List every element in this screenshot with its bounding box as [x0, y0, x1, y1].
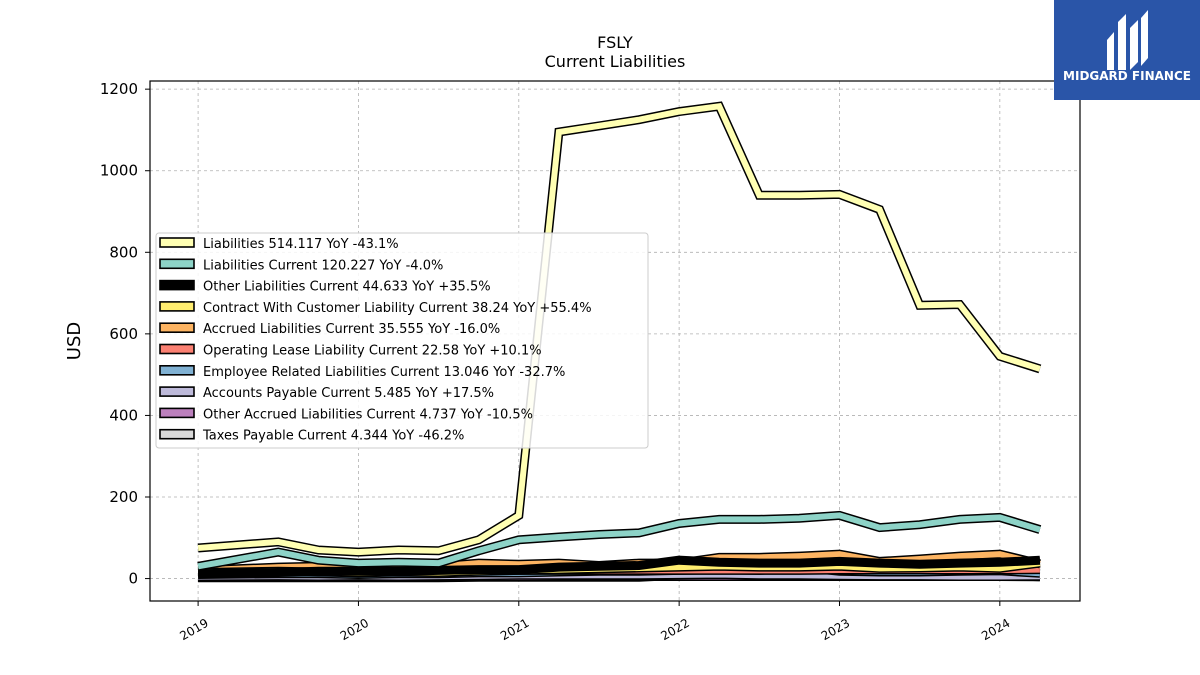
- legend-swatch: [159, 237, 195, 248]
- logo-mark-icon: [1107, 10, 1148, 70]
- legend-label: Operating Lease Liability Current 22.58 …: [203, 344, 542, 359]
- y-tick-label: 0: [128, 570, 138, 588]
- legend-swatch: [159, 258, 195, 270]
- plot-frame: [149, 80, 1081, 602]
- legend-swatch: [159, 343, 195, 355]
- legend-swatch: [159, 428, 195, 440]
- legend-swatch: [159, 301, 195, 312]
- y-tick-label: 400: [109, 406, 138, 424]
- legend-swatch: [159, 386, 195, 397]
- series-liabilities-current: [197, 510, 1042, 571]
- y-tick-label: 800: [109, 243, 138, 261]
- y-axis-label: USD: [64, 322, 85, 360]
- y-tick-label: 1000: [100, 162, 138, 180]
- y-tick-label: 200: [109, 488, 138, 506]
- series-line: [197, 512, 1041, 570]
- midgard-finance-logo: MIDGARD FINANCE: [1054, 0, 1200, 100]
- legend-label: Taxes Payable Current 4.344 YoY -46.2%: [202, 429, 464, 444]
- legend-label: Liabilities Current 120.227 YoY -4.0%: [203, 258, 443, 273]
- series-other-liabilities-current: [198, 555, 1041, 579]
- legend-label: Contract With Customer Liability Current…: [203, 301, 592, 316]
- series-line: [198, 557, 1041, 577]
- legend-label: Other Accrued Liabilities Current 4.737 …: [203, 407, 533, 422]
- legend-box: [155, 232, 649, 449]
- legend-label: Other Liabilities Current 44.633 YoY +35…: [203, 280, 491, 295]
- legend-label: Liabilities 514.117 YoY -43.1%: [203, 237, 399, 252]
- y-tick-label: 1200: [100, 80, 138, 98]
- y-tick-label: 600: [109, 325, 138, 343]
- legend-label: Employee Related Liabilities Current 13.…: [203, 365, 565, 380]
- chart-title: FSLY: [597, 33, 633, 52]
- legend-swatch: [159, 407, 195, 419]
- y-axis-ticks: 0 200 400 600 800 1000 1200: [100, 80, 150, 588]
- series-layer: [197, 101, 1042, 583]
- legend: Liabilities 514.117 YoY -43.1% Liabilitie…: [155, 232, 649, 449]
- legend-label: Accrued Liabilities Current 35.555 YoY -…: [203, 322, 500, 337]
- chart-subtitle: Current Liabilities: [545, 52, 686, 71]
- series-liabilities: [197, 101, 1042, 557]
- legend-swatch: [159, 322, 195, 334]
- logo-text: MIDGARD FINANCE: [1063, 69, 1191, 83]
- legend-swatch: [159, 279, 195, 291]
- logo-background: [1054, 0, 1200, 100]
- legend-swatch: [159, 364, 195, 376]
- series-line: [197, 103, 1041, 556]
- legend-label: Accounts Payable Current 5.485 YoY +17.5…: [203, 386, 494, 401]
